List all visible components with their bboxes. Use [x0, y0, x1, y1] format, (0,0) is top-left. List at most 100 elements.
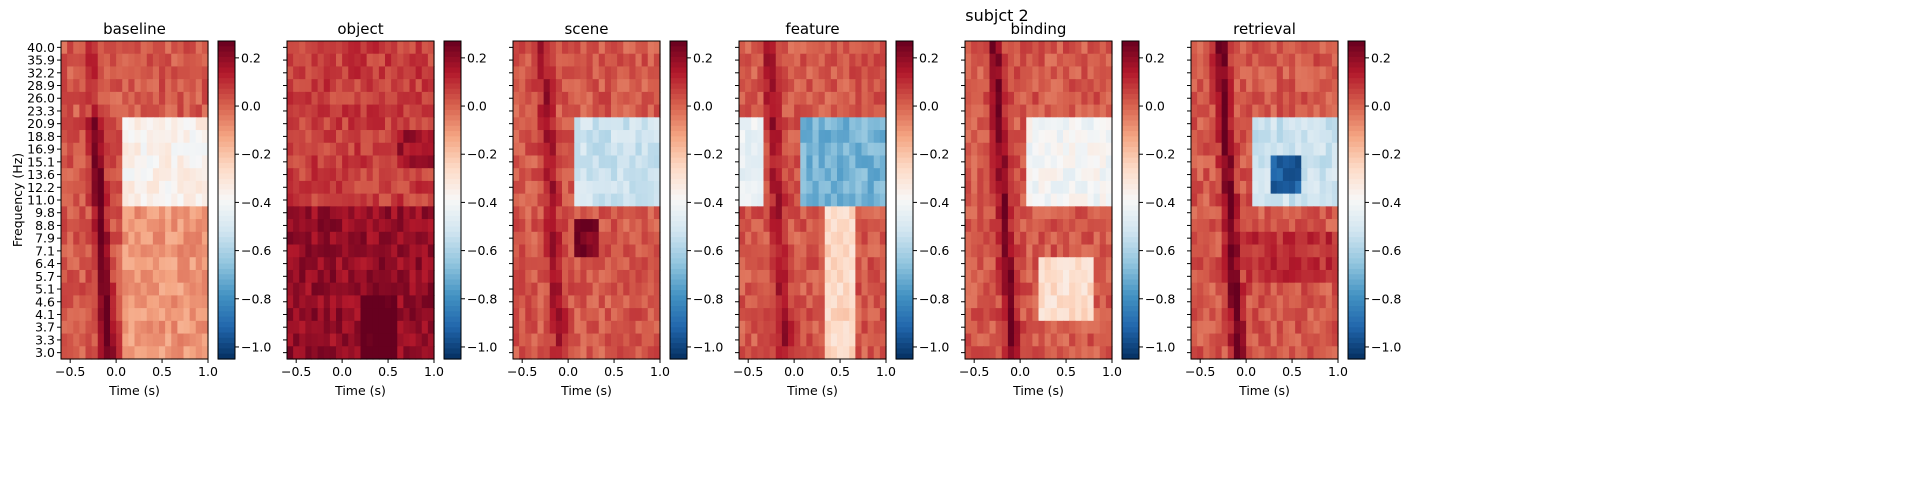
heatmap-cell [146, 295, 154, 309]
heatmap-cell [189, 308, 197, 322]
heatmap-cell [348, 206, 355, 220]
heatmap-cell [1221, 117, 1229, 131]
heatmap-cell [1099, 257, 1107, 271]
figure-title: subjct 2 [965, 6, 1028, 25]
heatmap-cell [989, 206, 997, 220]
heatmap-cell [397, 219, 404, 233]
heatmap-cell [757, 231, 765, 246]
heatmap-cell [1044, 308, 1052, 322]
heatmap-cell [525, 91, 532, 106]
heatmap-cell [1099, 244, 1107, 258]
heatmap-cell [354, 79, 362, 93]
heatmap-cell [366, 282, 374, 296]
heatmap-cell [989, 91, 997, 106]
heatmap-cell [391, 320, 398, 335]
heatmap-cell [562, 155, 569, 169]
colorbar-tick-label: −0.6 [693, 243, 723, 258]
heatmap-cell [1203, 219, 1210, 233]
heatmap-cell [1233, 346, 1241, 360]
heatmap-cell [757, 168, 765, 182]
heatmap-cell [1301, 282, 1308, 296]
heatmap-cells [965, 41, 1113, 360]
heatmap-cell [403, 130, 411, 144]
heatmap-cell [806, 180, 814, 195]
heatmap-cell [183, 282, 191, 296]
heatmap-cell [806, 66, 814, 80]
heatmap-cell [574, 155, 581, 169]
heatmap-cell [372, 193, 380, 207]
heatmap-cell [293, 244, 300, 258]
heatmap-cell [1032, 244, 1040, 258]
heatmap-cell [1258, 333, 1266, 347]
heatmap-cell [1295, 320, 1302, 335]
heatmap-cell [1197, 308, 1204, 322]
heatmap-cell [1264, 168, 1272, 182]
heatmap-cell [97, 130, 105, 144]
heatmap-cell [1056, 53, 1064, 68]
heatmap-cell [1056, 282, 1064, 296]
heatmap-cell [549, 79, 557, 93]
heatmap-cells [1191, 41, 1339, 360]
heatmap-cell [305, 79, 313, 93]
heatmap-cell [818, 104, 826, 118]
heatmap-cell [788, 295, 795, 309]
heatmap-cell [1325, 155, 1333, 169]
heatmap-cell [409, 168, 417, 182]
heatmap-cell [1209, 180, 1217, 195]
heatmap-cell [629, 104, 637, 118]
heatmap-cell [879, 244, 887, 258]
heatmap-cell [152, 231, 160, 246]
colorbar-step [670, 242, 687, 249]
heatmap-cell [195, 295, 203, 309]
y-tick-label: 26.0 [27, 91, 55, 106]
heatmap-cell [647, 130, 655, 144]
heatmap-cell [103, 231, 111, 246]
y-tick-label: 32.2 [27, 65, 55, 80]
heatmap-cell [1087, 155, 1095, 169]
heatmap-cell [592, 168, 600, 182]
heatmap-cell [1313, 79, 1321, 93]
heatmap-cell [751, 231, 758, 246]
heatmap-cell [1007, 333, 1015, 347]
heatmap-cell [397, 155, 404, 169]
heatmap-cell [873, 231, 881, 246]
colorbar-step [218, 321, 235, 328]
heatmap-cell [323, 168, 331, 182]
heatmap-cell [1038, 91, 1046, 106]
heatmap-cell [855, 155, 863, 169]
heatmap-cell [287, 193, 294, 207]
heatmap-cell [1044, 91, 1052, 106]
colorbar-tick-label: −1.0 [241, 339, 271, 354]
colorbar-step [896, 56, 913, 63]
heatmap-cell [427, 333, 435, 347]
heatmap-cell [342, 79, 349, 93]
heatmap-cell [843, 282, 850, 296]
heatmap-cell [403, 320, 411, 335]
heatmap-cell [1289, 104, 1296, 118]
heatmap-cell [110, 130, 117, 144]
heatmap-cell [757, 91, 765, 106]
heatmap-cell [574, 295, 581, 309]
heatmap-cell [110, 257, 117, 271]
heatmap-cell [415, 104, 423, 118]
heatmap-cell [1295, 257, 1302, 271]
heatmap-cell [385, 206, 392, 220]
heatmap-cell [159, 206, 166, 220]
heatmap-cell [788, 142, 795, 157]
heatmap-cell [360, 142, 368, 157]
colorbar-step [1122, 115, 1139, 122]
heatmap-cell [1007, 91, 1015, 106]
heatmap-cell [1313, 155, 1321, 169]
heatmap-cell [311, 180, 319, 195]
heatmap-cell [1258, 308, 1266, 322]
heatmap-cell [323, 269, 331, 284]
heatmap-cell [739, 206, 746, 220]
heatmap-cell [1081, 66, 1089, 80]
heatmap-cell [1331, 142, 1339, 157]
heatmap-cell [775, 257, 783, 271]
heatmap-cell [611, 282, 618, 296]
heatmap-cell [769, 231, 777, 246]
heatmap-cell [128, 206, 136, 220]
heatmap-cell [342, 117, 349, 131]
heatmap-cell [574, 180, 581, 195]
